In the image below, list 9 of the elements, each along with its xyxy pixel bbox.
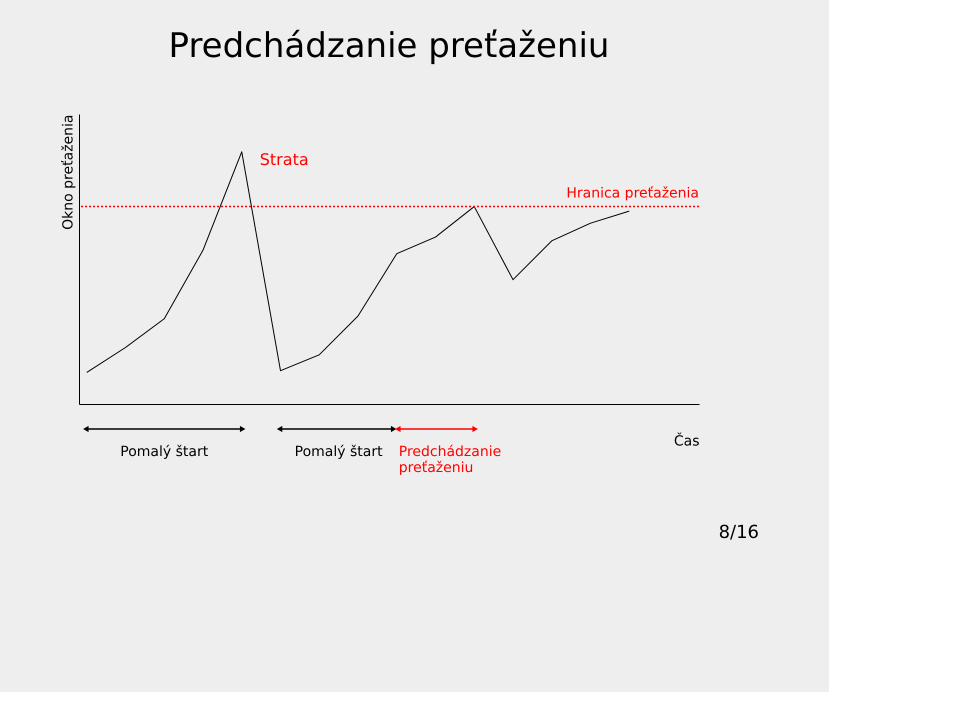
text: Pomalý štart [120,444,209,460]
y-axis-title: Okno preťaženia [60,114,76,230]
text: Predchádzanie preťaženiu [398,444,502,476]
chart-title: Predchádzanie preťaženiu [168,26,610,66]
text: 8/16 [718,522,759,543]
ref-line-label: Hranica preťaženia [566,186,699,202]
annotation: Strata [260,150,309,169]
x-axis-title: Čas [674,432,700,450]
text: Pomalý štart [294,444,384,460]
